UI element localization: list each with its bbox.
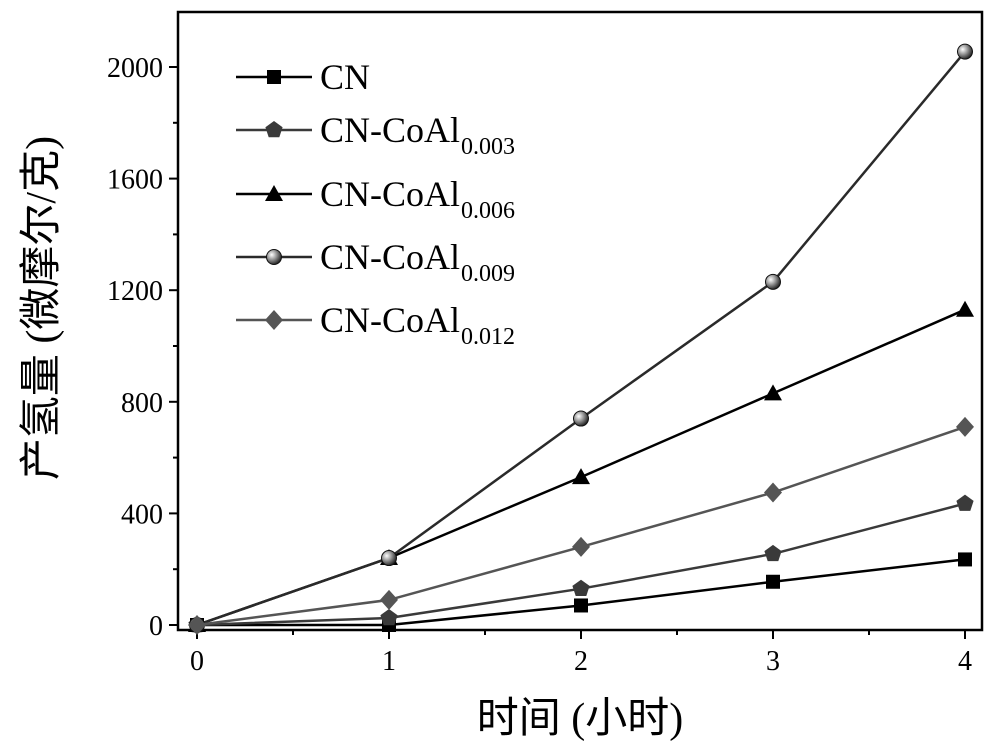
legend-label: CN-CoAl0.003 <box>320 110 515 160</box>
legend-label-subscript: 0.006 <box>461 198 515 224</box>
legend-label-base: CN-CoAl <box>320 237 460 277</box>
legend: CNCN-CoAl0.003CN-CoAl0.006CN-CoAl0.009CN… <box>236 57 515 350</box>
x-tick-label: 4 <box>958 646 972 677</box>
data-point <box>956 416 974 437</box>
legend-label-base: CN-CoAl <box>320 174 460 214</box>
data-point <box>957 43 973 60</box>
data-point <box>188 615 206 635</box>
legend-label: CN-CoAl0.012 <box>320 300 515 350</box>
legend-label-subscript: 0.003 <box>461 134 515 160</box>
data-point <box>956 300 974 317</box>
x-tick-label: 1 <box>382 646 396 677</box>
y-tick-label: 400 <box>121 499 163 530</box>
legend-marker <box>266 249 282 265</box>
legend-label-base: CN <box>320 57 370 97</box>
legend-label-base: CN-CoAl <box>320 110 460 150</box>
legend-item-1: CN-CoAl0.003 <box>236 110 515 160</box>
legend-item-0: CN <box>236 57 370 97</box>
data-point <box>573 410 589 427</box>
data-point <box>381 550 397 567</box>
axes: 0 1 2 3 4 0 400 800 1200 1600 2000 <box>107 10 984 677</box>
legend-item-2: CN-CoAl0.006 <box>236 174 515 224</box>
legend-label-base: CN-CoAl <box>320 300 460 340</box>
y-tick-label: 800 <box>121 388 163 419</box>
legend-marker <box>265 121 283 138</box>
data-point <box>764 544 782 562</box>
y-tick-label: 2000 <box>107 53 163 84</box>
data-point <box>572 579 590 596</box>
legend-marker <box>265 310 283 330</box>
x-tick-label: 3 <box>766 646 780 677</box>
data-point <box>766 574 780 589</box>
data-point <box>956 494 974 511</box>
legend-label-subscript: 0.012 <box>461 324 515 350</box>
data-point <box>380 589 398 610</box>
legend-label: CN <box>320 57 370 97</box>
x-tick-label: 2 <box>574 646 588 677</box>
y-axis-label: 产氢量 (微摩尔/克) <box>18 136 65 480</box>
data-point <box>574 598 588 613</box>
series-layer <box>188 43 974 635</box>
y-tick-label: 1600 <box>107 165 163 196</box>
legend-label: CN-CoAl0.009 <box>320 237 515 287</box>
legend-marker <box>265 185 283 201</box>
legend-item-3: CN-CoAl0.009 <box>236 237 515 287</box>
y-tick-label: 0 <box>149 611 163 642</box>
data-point <box>764 482 782 503</box>
legend-label-subscript: 0.009 <box>461 261 515 287</box>
x-axis-label: 时间 (小时) <box>477 696 683 742</box>
data-point <box>958 552 972 567</box>
y-tick-label: 1200 <box>107 276 163 307</box>
data-point <box>764 384 782 401</box>
data-point <box>380 609 398 626</box>
legend-marker <box>267 70 281 84</box>
data-point <box>572 536 590 557</box>
legend-item-4: CN-CoAl0.012 <box>236 300 515 350</box>
series-4 <box>188 416 974 635</box>
x-tick-label: 0 <box>190 646 204 677</box>
legend-label: CN-CoAl0.006 <box>320 174 515 224</box>
data-point <box>572 468 590 485</box>
data-point <box>765 273 781 290</box>
